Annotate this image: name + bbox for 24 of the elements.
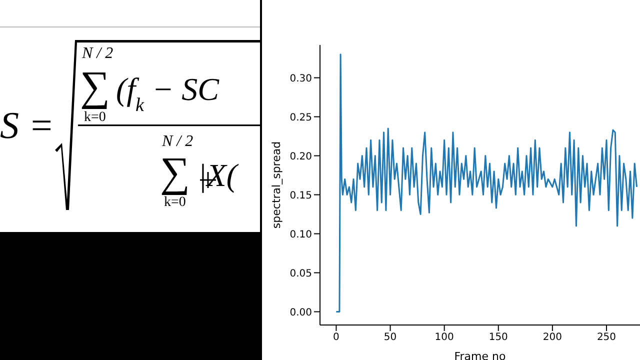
text: (f$_{k}$ − SC: [116, 71, 220, 116]
text: |X(: [198, 157, 240, 193]
text: N / 2: [161, 133, 194, 150]
y-tick-label: 0.05: [290, 268, 312, 280]
text: ∑: [80, 64, 110, 110]
text: S =: [0, 105, 54, 147]
y-tick-label: 0.00: [290, 307, 312, 318]
x-tick-label: 250: [596, 332, 616, 344]
x-tick-label: 150: [488, 332, 508, 344]
x-tick-label: 50: [384, 332, 397, 344]
y-axis-title: spectral_spread: [270, 141, 283, 229]
text: k=0: [164, 195, 186, 210]
text: ∑: [160, 150, 190, 196]
y-tick-label: 0.10: [290, 229, 312, 240]
x-tick-label: 200: [542, 332, 562, 344]
text: N / 2: [81, 45, 114, 62]
x-tick-label: 100: [434, 332, 454, 344]
y-tick-label: 0.25: [290, 112, 312, 124]
x-tick-label: 0: [333, 332, 340, 344]
y-tick-label: 0.30: [290, 73, 312, 84]
text: k=0: [84, 110, 106, 125]
y-tick-label: 0.15: [290, 190, 312, 202]
x-axis-title: Frame no: [454, 350, 506, 360]
y-tick-label: 0.20: [290, 151, 312, 162]
